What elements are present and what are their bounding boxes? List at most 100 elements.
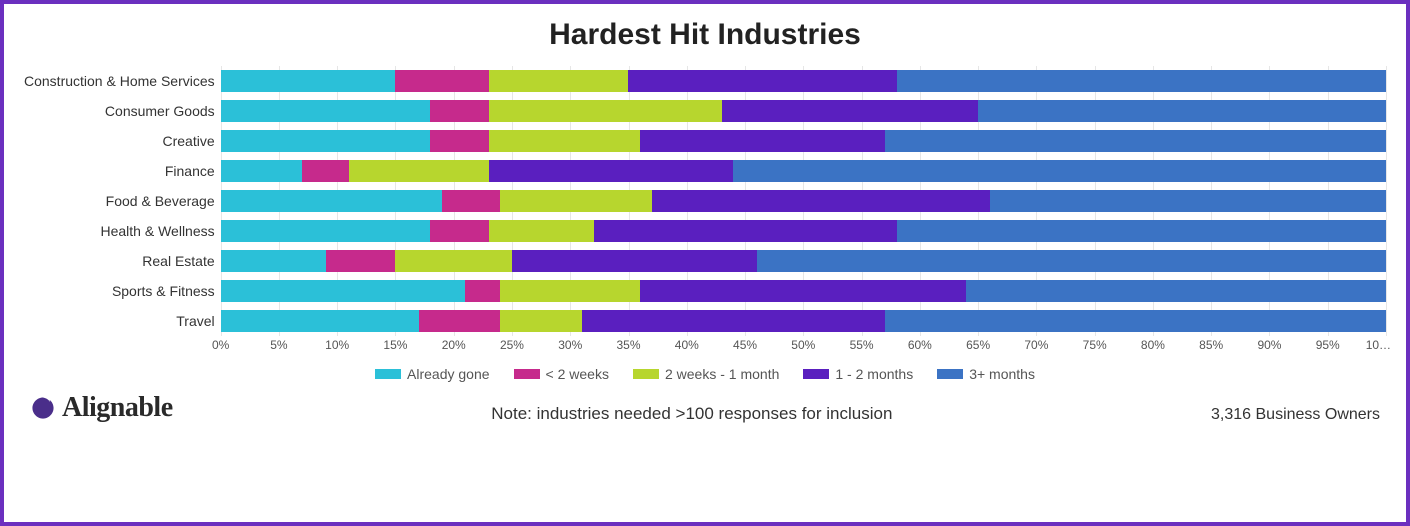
x-tick-label: 80% (1141, 338, 1165, 352)
x-axis: Construction & Home Services 0% 5% 10% 15% 2… (24, 336, 1386, 360)
bar-segment (500, 310, 582, 332)
bar-segment (652, 190, 990, 212)
bar-segment (489, 100, 722, 122)
x-tick-label: 50% (791, 338, 815, 352)
bar-segment (349, 160, 489, 182)
bar-segment (500, 280, 640, 302)
stacked-bar (221, 220, 1386, 242)
bar-row (221, 96, 1386, 126)
stacked-bar (221, 280, 1386, 302)
bar-segment (221, 250, 326, 272)
y-axis-label: Sports & Fitness (112, 276, 215, 306)
legend-swatch (937, 369, 963, 379)
bar-row (221, 246, 1386, 276)
y-axis-label: Travel (176, 306, 214, 336)
legend-item: 3+ months (937, 366, 1035, 382)
bar-segment (722, 100, 978, 122)
bar-segment (500, 190, 651, 212)
legend-label: < 2 weeks (546, 366, 609, 382)
legend-item: 2 weeks - 1 month (633, 366, 779, 382)
bar-row (221, 156, 1386, 186)
chart-area: Construction & Home ServicesConsumer Goo… (24, 66, 1386, 336)
brand-name: Alignable (62, 392, 173, 424)
bar-segment (430, 220, 488, 242)
bar-row (221, 126, 1386, 156)
x-tick-label: 5% (270, 338, 287, 352)
x-tick-label: 25% (500, 338, 524, 352)
bar-segment (221, 70, 396, 92)
bar-row (221, 186, 1386, 216)
bar-segment (489, 70, 629, 92)
bar-row (221, 216, 1386, 246)
x-tick-label: 15% (383, 338, 407, 352)
bar-row (221, 66, 1386, 96)
legend-item: Already gone (375, 366, 490, 382)
bar-segment (512, 250, 757, 272)
bar-segment (594, 220, 897, 242)
gridline (1386, 66, 1387, 336)
stacked-bar (221, 100, 1386, 122)
bar-row (221, 306, 1386, 336)
y-axis-label: Food & Beverage (106, 186, 215, 216)
y-axis-label: Health & Wellness (101, 216, 215, 246)
bar-segment (628, 70, 896, 92)
y-axis-label: Construction & Home Services (24, 66, 215, 96)
bar-segment (221, 130, 431, 152)
brand-logo-icon (30, 395, 56, 421)
stacked-bar (221, 70, 1386, 92)
respondent-count: 3,316 Business Owners (1211, 406, 1380, 424)
y-axis-label: Creative (163, 126, 215, 156)
bar-segment (326, 250, 396, 272)
x-tick-label: 60% (908, 338, 932, 352)
x-axis-spacer: Construction & Home Services (24, 336, 221, 360)
x-tick-label: 70% (1024, 338, 1048, 352)
x-tick-label: 65% (966, 338, 990, 352)
bar-segment (430, 130, 488, 152)
bar-segment (990, 190, 1386, 212)
stacked-bar (221, 310, 1386, 332)
bar-segment (897, 70, 1386, 92)
bar-segment (395, 70, 488, 92)
bar-segment (221, 280, 466, 302)
bar-segment (221, 220, 431, 242)
bar-segment (489, 220, 594, 242)
bar-segment (430, 100, 488, 122)
bar-rows (221, 66, 1386, 336)
x-tick-label: 10% (325, 338, 349, 352)
stacked-bar (221, 190, 1386, 212)
legend-label: 1 - 2 months (835, 366, 913, 382)
chart-frame: Hardest Hit Industries Construction & Ho… (0, 0, 1410, 526)
x-tick-label: 45% (733, 338, 757, 352)
bar-segment (582, 310, 885, 332)
y-axis-label: Consumer Goods (105, 96, 215, 126)
legend-swatch (803, 369, 829, 379)
bar-segment (302, 160, 349, 182)
footer-note: Note: industries needed >100 responses f… (173, 404, 1211, 424)
bar-segment (978, 100, 1386, 122)
chart-title: Hardest Hit Industries (24, 18, 1386, 52)
bar-segment (885, 310, 1386, 332)
x-tick-label: 40% (675, 338, 699, 352)
x-tick-label: 20% (442, 338, 466, 352)
bar-segment (757, 250, 1386, 272)
stacked-bar (221, 130, 1386, 152)
legend: Already gone < 2 weeks 2 weeks - 1 month 1 … (24, 366, 1386, 382)
legend-swatch (514, 369, 540, 379)
footer: Alignable Note: industries needed >100 r… (24, 392, 1386, 424)
legend-label: 3+ months (969, 366, 1035, 382)
bar-segment (966, 280, 1386, 302)
x-tick-label: 10… (1366, 338, 1391, 352)
bar-segment (489, 130, 640, 152)
bar-segment (221, 160, 303, 182)
bar-segment (885, 130, 1386, 152)
legend-swatch (375, 369, 401, 379)
x-tick-label: 55% (850, 338, 874, 352)
bar-segment (733, 160, 1386, 182)
x-tick-label: 30% (558, 338, 582, 352)
bar-segment (640, 280, 966, 302)
legend-item: 1 - 2 months (803, 366, 913, 382)
legend-swatch (633, 369, 659, 379)
bar-segment (395, 250, 512, 272)
x-tick-label: 0% (212, 338, 229, 352)
bar-row (221, 276, 1386, 306)
